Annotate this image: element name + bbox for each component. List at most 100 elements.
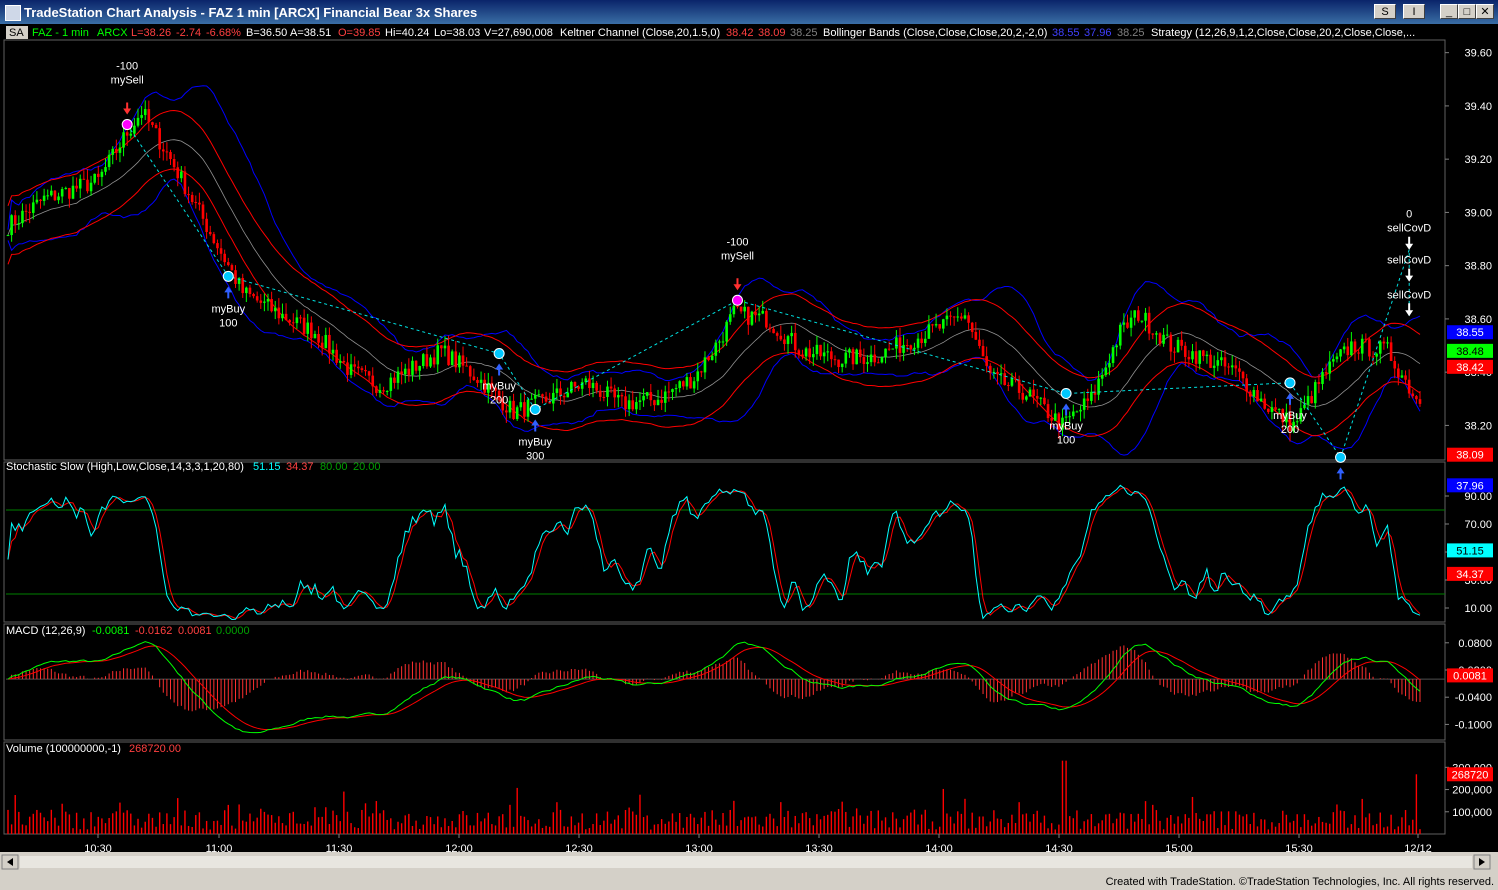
price-tick-label: 38.60 xyxy=(1464,314,1492,326)
candle-body xyxy=(118,147,122,153)
candle-body xyxy=(479,379,483,383)
bollinger-upper-badge-bg xyxy=(1447,325,1493,340)
candle-body xyxy=(1216,360,1220,366)
stochastic-pane[interactable] xyxy=(6,484,1445,621)
candle-body xyxy=(537,394,541,396)
chart-svg[interactable]: SA FAZ - 1 min ARCX L=38.26 -2.74 -6.68%… xyxy=(0,24,1498,872)
candle-body xyxy=(1032,389,1035,396)
candle-body xyxy=(851,349,855,365)
keltner-v2: 38.09 xyxy=(758,27,786,39)
app-icon xyxy=(5,5,21,21)
candle-body xyxy=(1003,373,1007,386)
candle-body xyxy=(1281,408,1285,423)
candle-body xyxy=(1202,350,1205,357)
candle-body xyxy=(1151,333,1155,335)
candle-body xyxy=(721,341,725,343)
candle-body xyxy=(151,122,154,125)
keltner-upper-badge: 38.42 xyxy=(1456,362,1484,374)
ask-label: A=38.51 xyxy=(290,27,331,39)
candle-body xyxy=(689,377,692,389)
candle-body xyxy=(299,317,302,319)
low-label: Lo=38.03 xyxy=(434,27,480,39)
candle-body xyxy=(617,395,620,398)
keltner-upper-badge-bg xyxy=(1447,359,1493,374)
candle-body xyxy=(526,399,530,417)
candle-body xyxy=(523,402,526,417)
candle-body xyxy=(259,300,263,303)
candle-body xyxy=(342,360,346,363)
bollinger-v3: 38.25 xyxy=(1117,27,1145,39)
last-price-badge: 38.48 xyxy=(1456,346,1484,358)
candle-body xyxy=(1418,399,1422,404)
macd-tick-label: 0.0800 xyxy=(1458,638,1492,650)
symbol-link-button[interactable]: S xyxy=(1374,4,1396,19)
macd-v1: -0.0081 xyxy=(92,625,129,637)
candle-body xyxy=(1068,416,1072,418)
candle-body xyxy=(284,313,288,321)
candle-body xyxy=(858,349,862,358)
candle-body xyxy=(999,373,1003,375)
candle-body xyxy=(1079,409,1082,412)
candle-body xyxy=(1086,398,1090,401)
candle-body xyxy=(1357,352,1360,354)
candle-body xyxy=(577,386,580,389)
candle-body xyxy=(790,332,793,337)
candle-body xyxy=(1007,385,1010,387)
candle-body xyxy=(1407,379,1411,394)
price-tick-label: 39.60 xyxy=(1464,48,1492,60)
chart-area[interactable]: SA FAZ - 1 min ARCX L=38.26 -2.74 -6.68%… xyxy=(0,24,1498,872)
candle-body xyxy=(115,148,118,153)
candle-body xyxy=(360,368,364,370)
candle-body xyxy=(624,396,627,410)
candle-body xyxy=(710,355,714,361)
indicator-button[interactable]: I xyxy=(1403,4,1425,19)
candle-body xyxy=(1270,407,1274,412)
macd-pane[interactable] xyxy=(6,641,1445,734)
candle-body xyxy=(1176,339,1180,353)
volume-pane[interactable] xyxy=(7,760,1421,834)
horizontal-scrollbar[interactable] xyxy=(0,852,1498,872)
close-button[interactable]: ✕ xyxy=(1476,4,1494,19)
candle-body xyxy=(1328,361,1332,374)
candle-body xyxy=(338,360,342,363)
macd-tick-label: -0.0400 xyxy=(1455,692,1492,704)
candle-body xyxy=(1057,413,1061,430)
macd-badge: 0.0081 xyxy=(1453,670,1487,682)
candle-body xyxy=(367,371,371,376)
candle-body xyxy=(884,348,887,358)
keltner-v1: 38.42 xyxy=(726,27,754,39)
buy-marker-icon xyxy=(222,270,234,282)
scrollbar-svg[interactable] xyxy=(0,852,1498,872)
candle-body xyxy=(703,357,707,373)
stoch-k-badge: 51.15 xyxy=(1456,545,1484,557)
candle-body xyxy=(1259,398,1263,402)
bid-label: B=36.50 xyxy=(246,27,287,39)
minimize-button[interactable]: _ xyxy=(1440,4,1458,19)
price-pane[interactable]: -100 mySell myBuy 100 myBuy 200 myBuy 300 -100 my… xyxy=(6,61,1432,480)
candle-body xyxy=(21,210,24,224)
candle-body xyxy=(440,345,443,349)
candle-body xyxy=(82,178,86,180)
candle-body xyxy=(458,355,461,368)
sa-badge[interactable]: SA xyxy=(9,27,24,39)
candle-body xyxy=(313,333,317,339)
cover-arrow-icon xyxy=(1405,303,1414,317)
signal-label: mySell xyxy=(721,250,754,262)
candle-body xyxy=(1227,366,1230,368)
trade-path-line xyxy=(126,124,1410,459)
open-label: O=39.85 xyxy=(338,27,381,39)
arrow-left-icon xyxy=(7,858,13,866)
candle-body xyxy=(461,355,465,366)
volume-badge: 268720 xyxy=(1452,769,1489,781)
candle-body xyxy=(566,392,570,398)
candle-body xyxy=(93,173,96,183)
candle-body xyxy=(660,399,663,403)
maximize-button[interactable]: □ xyxy=(1458,4,1476,19)
scroll-track[interactable] xyxy=(20,856,1472,868)
signal-label: myBuy xyxy=(1273,410,1307,422)
price-tick-label: 38.20 xyxy=(1464,420,1492,432)
macd-line xyxy=(7,641,1421,734)
price-pane-border xyxy=(3,39,1446,461)
candle-body xyxy=(248,287,252,295)
candle-body xyxy=(1292,421,1295,432)
